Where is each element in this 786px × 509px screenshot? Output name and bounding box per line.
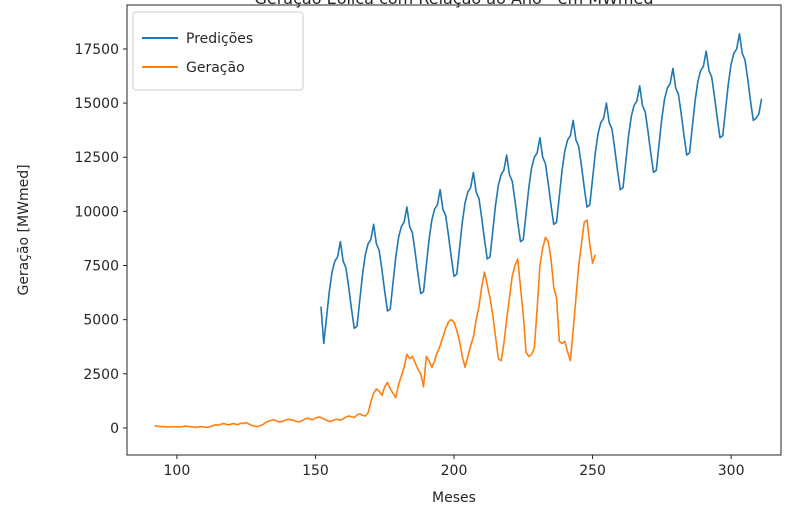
- plot-frame: [126, 4, 782, 456]
- y-tick-label: 12500: [74, 150, 119, 166]
- y-tick-label: 10000: [74, 204, 119, 220]
- y-tick-label: 0: [110, 421, 119, 437]
- x-tick-label: 200: [441, 463, 468, 479]
- y-tick-label: 5000: [83, 313, 119, 329]
- y-tick-label: 2500: [83, 367, 119, 383]
- legend-label: Predições: [186, 31, 253, 47]
- y-tick-label: 17500: [74, 42, 119, 58]
- legend: Predições Geração: [132, 11, 304, 91]
- y-tick-label: 7500: [83, 259, 119, 275]
- x-tick-label: 100: [164, 463, 191, 479]
- data-line: [154, 219, 597, 429]
- x-axis-label: Meses: [432, 490, 476, 506]
- legend-label: Geração: [186, 60, 245, 76]
- chart-title: Geração Eólica com Relação ao Ano - em M…: [254, 0, 653, 8]
- x-tick-label: 150: [302, 463, 329, 479]
- data-line: [320, 33, 763, 345]
- legend-box: [132, 11, 304, 91]
- x-tick-label: 250: [579, 463, 606, 479]
- x-tick-label: 300: [718, 463, 745, 479]
- y-tick-label: 15000: [74, 96, 119, 112]
- y-axis-label: Geração [MWmed]: [16, 164, 32, 295]
